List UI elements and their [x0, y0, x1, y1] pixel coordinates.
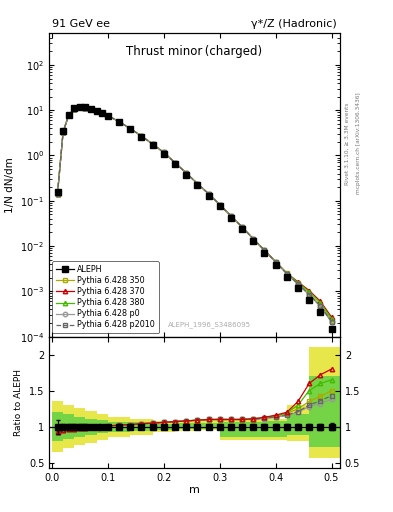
Text: Rivet 3.1.10, ≥ 3.3M events: Rivet 3.1.10, ≥ 3.3M events [345, 102, 350, 185]
Legend: ALEPH, Pythia 6.428 350, Pythia 6.428 370, Pythia 6.428 380, Pythia 6.428 p0, Py: ALEPH, Pythia 6.428 350, Pythia 6.428 37… [52, 261, 159, 333]
Text: Thrust minor (charged): Thrust minor (charged) [127, 46, 263, 58]
X-axis label: m: m [189, 485, 200, 495]
Y-axis label: Ratio to ALEPH: Ratio to ALEPH [14, 369, 23, 436]
Y-axis label: 1/N dN/dm: 1/N dN/dm [4, 157, 15, 213]
Text: 91 GeV ee: 91 GeV ee [52, 19, 110, 29]
Text: γ*/Z (Hadronic): γ*/Z (Hadronic) [251, 19, 337, 29]
Text: ALEPH_1996_S3486095: ALEPH_1996_S3486095 [167, 321, 251, 328]
Text: mcplots.cern.ch [arXiv:1306.3436]: mcplots.cern.ch [arXiv:1306.3436] [356, 93, 361, 194]
